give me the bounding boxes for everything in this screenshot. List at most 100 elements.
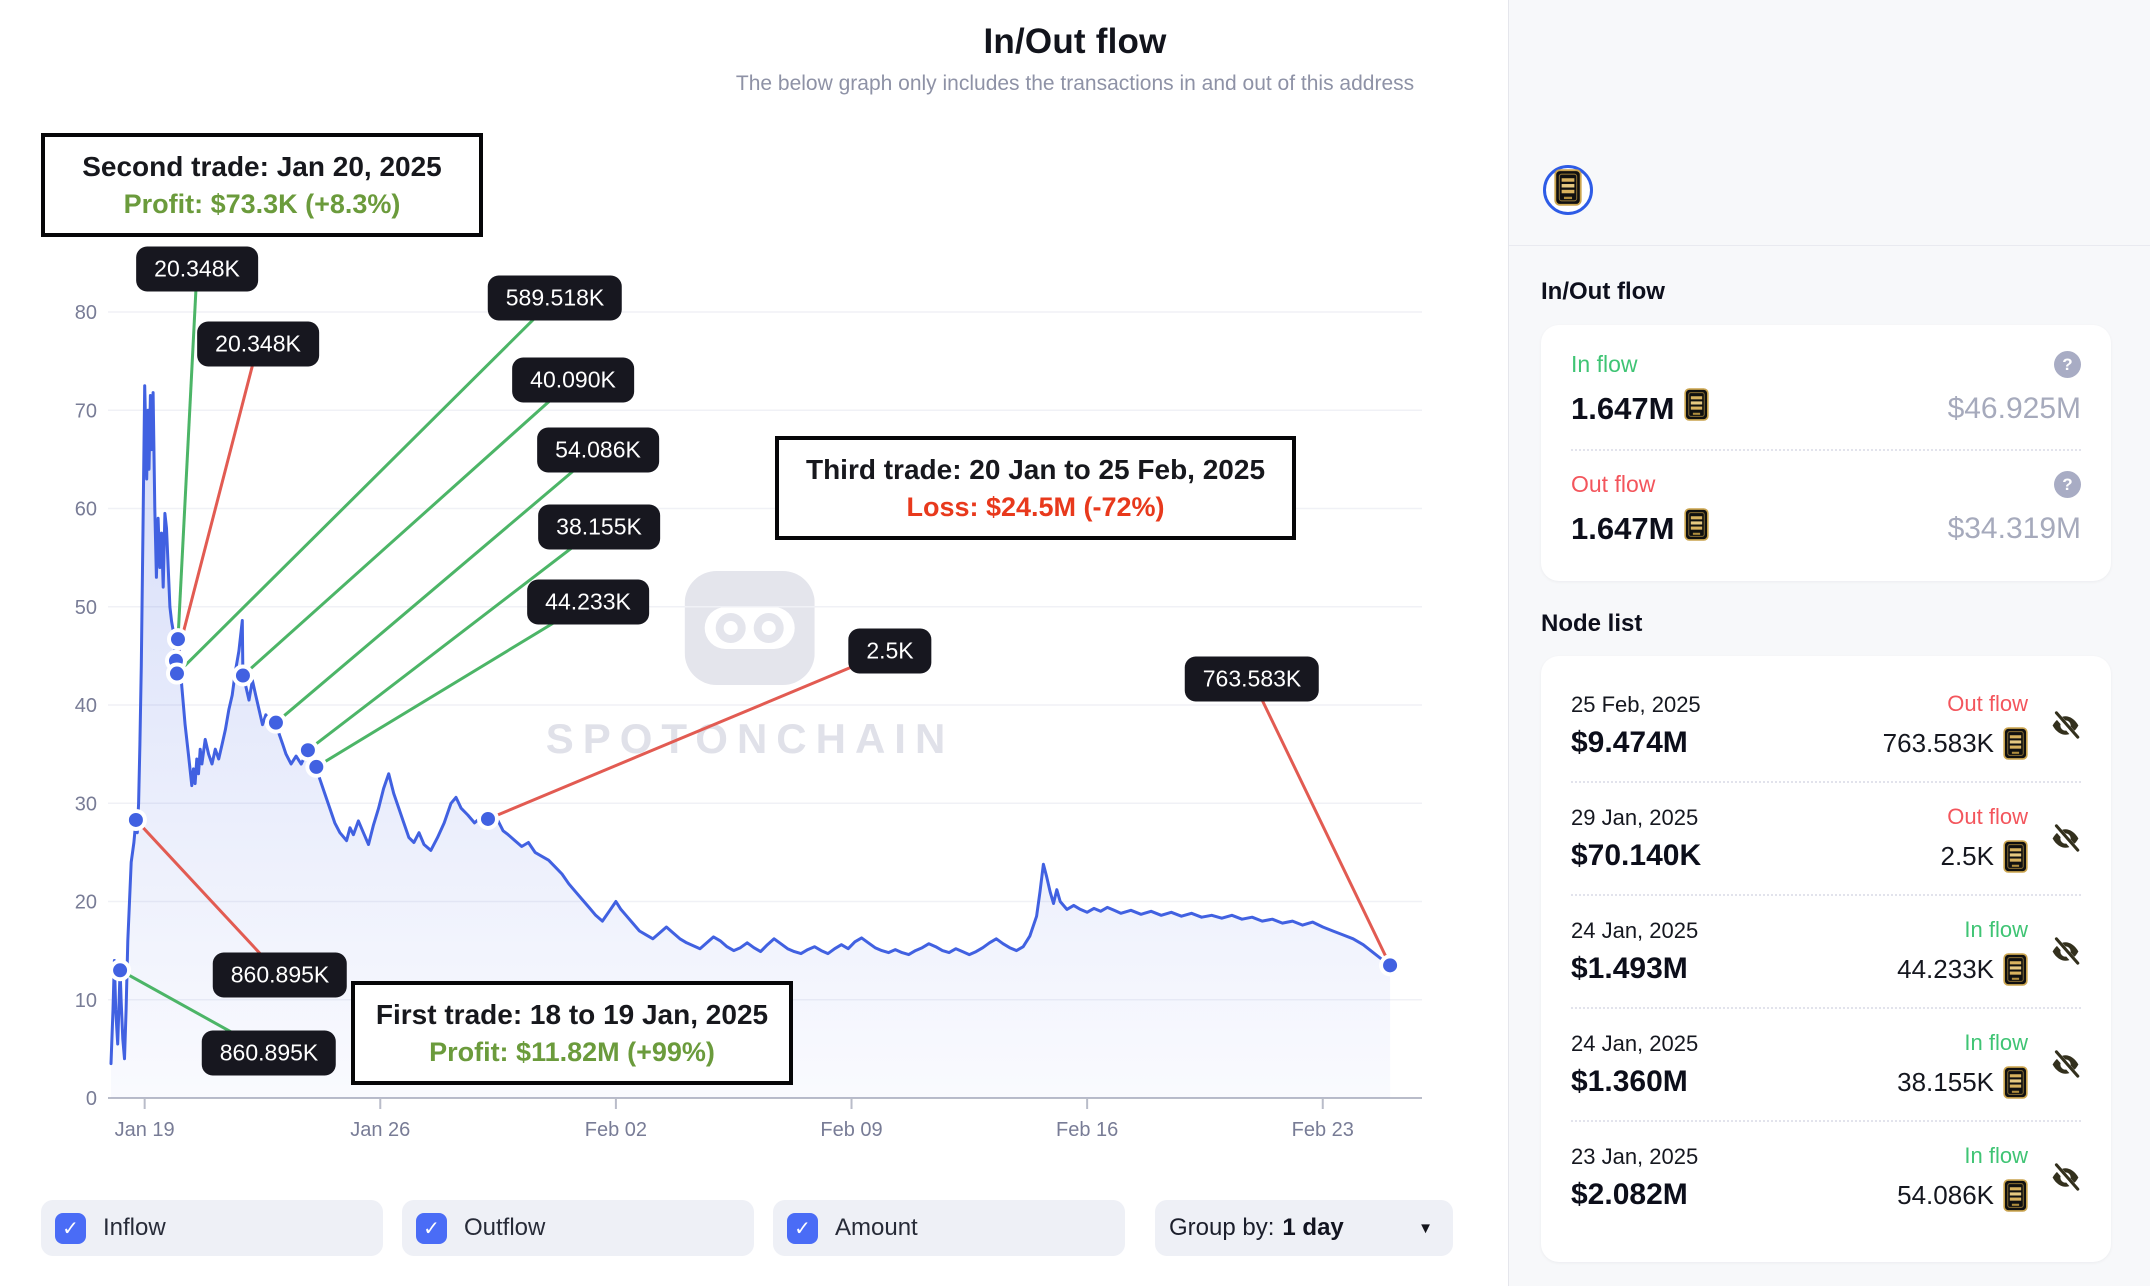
y-tick-label: 10 — [75, 990, 97, 1012]
inflow-amount: 1.647M — [1571, 388, 1710, 429]
node-usd-value: $2.082M — [1571, 1177, 1688, 1211]
token-icon — [1684, 508, 1710, 541]
data-point[interactable] — [231, 664, 254, 687]
outflow-amount: 1.647M — [1571, 508, 1710, 549]
node-list-item[interactable]: 24 Jan, 2025 $1.360M In flow 38.155K — [1571, 1009, 2081, 1120]
node-list-item[interactable]: 29 Jan, 2025 $70.140K Out flow 2.5K — [1571, 783, 2081, 894]
chart-controls: ✓ Inflow ✓ Outflow ✓ Amount Group by: 1 day ▼ — [41, 1200, 1453, 1256]
annotation-line-in — [175, 296, 557, 675]
node-list: 25 Feb, 2025 $9.474M Out flow 763.583K 29 J… — [1541, 656, 2111, 1262]
checkbox-checked-icon[interactable]: ✓ — [55, 1212, 86, 1244]
group-by-label: Group by: — [1169, 1214, 1275, 1241]
data-point[interactable] — [166, 628, 189, 651]
divider — [1571, 449, 2081, 451]
page-subtitle: The below graph only includes the transa… — [735, 72, 1415, 95]
node-token-amount: 763.583K — [1883, 727, 2028, 760]
hide-node-button[interactable] — [2050, 823, 2081, 854]
node-list-title: Node list — [1541, 610, 1643, 637]
y-tick-label: 80 — [75, 302, 97, 324]
token-icon — [2003, 840, 2028, 873]
checkbox-checked-icon[interactable]: ✓ — [787, 1212, 818, 1244]
inflow-label: In flow — [1571, 351, 1638, 377]
x-tick-label: Jan 19 — [115, 1119, 175, 1141]
data-point[interactable] — [124, 808, 147, 831]
y-tick-label: 70 — [75, 400, 97, 422]
filter-inflow[interactable]: ✓ Inflow — [41, 1200, 383, 1256]
spotonchain-logo-icon — [685, 571, 815, 685]
hide-node-button[interactable] — [2050, 936, 2081, 967]
x-tick-label: Feb 02 — [585, 1119, 647, 1141]
group-by-value: 1 day — [1282, 1214, 1344, 1241]
annotation-first-trade: First trade: 18 to 19 Jan, 2025 Profit: … — [351, 981, 793, 1086]
node-token-amount: 38.155K — [1897, 1066, 2028, 1099]
data-point[interactable] — [264, 711, 287, 734]
annotation-line-out — [174, 343, 260, 662]
node-date: 29 Jan, 2025 — [1571, 804, 1699, 830]
node-flow-direction: Out flow — [1947, 804, 2028, 829]
eye-off-icon[interactable] — [2050, 823, 2081, 854]
hide-node-button[interactable] — [2050, 1049, 2081, 1080]
filter-label: Amount — [835, 1214, 918, 1241]
data-point[interactable] — [476, 807, 499, 830]
checkbox-checked-icon[interactable]: ✓ — [416, 1212, 447, 1244]
trade-title: First trade: 18 to 19 Jan, 2025 — [375, 999, 769, 1030]
data-point[interactable] — [109, 959, 132, 982]
token-icon — [2003, 953, 2028, 986]
trade-result: Loss: $24.5M (-72%) — [906, 491, 1165, 522]
node-usd-value: $1.493M — [1571, 951, 1688, 985]
eye-off-icon[interactable] — [2050, 1162, 2081, 1193]
eye-off-icon[interactable] — [2050, 710, 2081, 741]
flow-section-title: In/Out flow — [1541, 278, 1665, 305]
node-list-item[interactable]: 25 Feb, 2025 $9.474M Out flow 763.583K — [1571, 670, 2081, 781]
data-point[interactable] — [296, 739, 319, 762]
help-icon[interactable]: ? — [2054, 471, 2081, 498]
filter-outflow[interactable]: ✓ Outflow — [402, 1200, 754, 1256]
annotation-line-out — [134, 818, 282, 977]
x-tick-label: Feb 09 — [820, 1119, 882, 1141]
data-point[interactable] — [305, 755, 328, 778]
group-by-dropdown[interactable]: Group by: 1 day ▼ — [1155, 1200, 1453, 1256]
filter-amount[interactable]: ✓ Amount — [773, 1200, 1125, 1256]
outflow-row: Out flow ? 1.647M $34.319M — [1571, 471, 2081, 549]
hide-node-button[interactable] — [2050, 710, 2081, 741]
annotation-line-in — [176, 268, 199, 640]
data-point[interactable] — [1379, 954, 1402, 977]
watermark: SPOTONCHAIN — [546, 563, 955, 763]
token-icon — [2003, 1179, 2028, 1212]
watermark-text: SPOTONCHAIN — [545, 715, 955, 762]
node-flow-direction: In flow — [1964, 1143, 2028, 1168]
node-flow-direction: In flow — [1964, 1030, 2028, 1055]
help-icon[interactable]: ? — [2054, 351, 2081, 378]
outflow-usd: $34.319M — [1947, 511, 2081, 545]
annotation-line-in — [274, 448, 599, 724]
x-tick-label: Jan 26 — [350, 1119, 410, 1141]
trade-result: Profit: $11.82M (+99%) — [429, 1036, 715, 1067]
divider — [1509, 245, 2150, 246]
node-usd-value: $9.474M — [1571, 725, 1688, 759]
node-date: 24 Jan, 2025 — [1571, 1030, 1699, 1056]
flow-summary-card: In flow ? 1.647M $46.925M Out flow ? 1.6… — [1541, 325, 2111, 581]
token-icon — [1554, 169, 1582, 211]
token-icon — [1684, 508, 1710, 549]
divider — [1571, 894, 2081, 896]
flow-chart: 0 10 20 30 40 50 60 70 80 Jan 19 Jan 26 Feb 02 Feb 0… — [75, 268, 1422, 1141]
token-icon — [1684, 388, 1710, 421]
y-tick-label: 40 — [75, 695, 97, 717]
eye-off-icon[interactable] — [2050, 936, 2081, 967]
data-point[interactable] — [165, 662, 188, 685]
x-tick-label: Feb 16 — [1056, 1119, 1118, 1141]
eye-off-icon[interactable] — [2050, 1049, 2081, 1080]
node-list-item[interactable]: 24 Jan, 2025 $1.493M In flow 44.233K — [1571, 896, 2081, 1007]
chevron-down-icon[interactable]: ▼ — [1418, 1219, 1433, 1237]
filter-label: Inflow — [103, 1214, 166, 1241]
node-date: 25 Feb, 2025 — [1571, 691, 1701, 717]
annotation-third-trade: Third trade: 20 Jan to 25 Feb, 2025 Loss… — [775, 436, 1296, 541]
divider — [1571, 781, 2081, 783]
divider — [1571, 1120, 2081, 1122]
avatar[interactable] — [1543, 165, 1593, 215]
node-list-item[interactable]: 23 Jan, 2025 $2.082M In flow 54.086K — [1571, 1122, 2081, 1233]
node-token-amount: 54.086K — [1897, 1179, 2028, 1212]
hide-node-button[interactable] — [2050, 1162, 2081, 1193]
trade-title: Second trade: Jan 20, 2025 — [82, 151, 442, 182]
